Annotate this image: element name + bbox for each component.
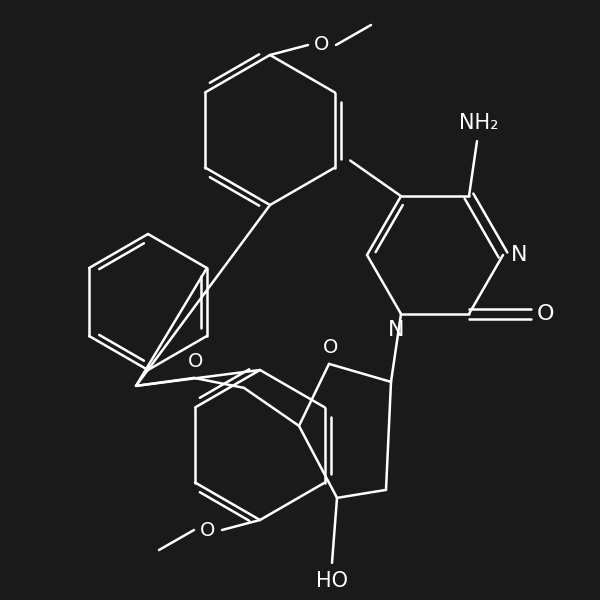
Text: O: O — [314, 35, 329, 55]
Text: N: N — [511, 245, 527, 265]
Text: O: O — [536, 304, 554, 324]
Text: NH₂: NH₂ — [459, 113, 499, 133]
Text: O: O — [188, 352, 203, 371]
Text: N: N — [388, 320, 404, 340]
Text: O: O — [200, 520, 215, 539]
Text: HO: HO — [316, 571, 348, 591]
Text: O: O — [323, 338, 338, 358]
